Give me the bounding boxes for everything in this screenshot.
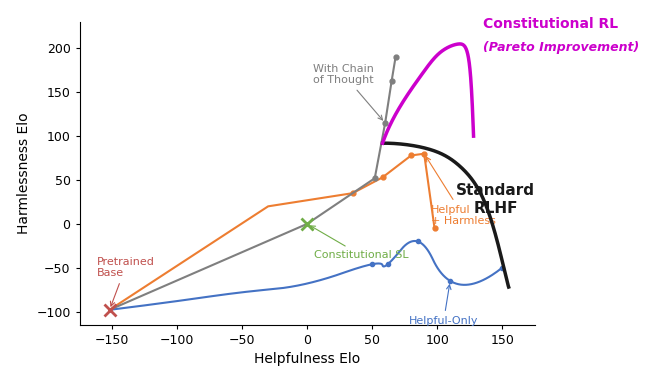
- Text: With Chain
of Thought: With Chain of Thought: [313, 64, 383, 120]
- Y-axis label: Harmlessness Elo: Harmlessness Elo: [17, 113, 31, 234]
- Text: Pretrained
Base: Pretrained Base: [97, 257, 155, 306]
- Text: Helpful
+ Harmless: Helpful + Harmless: [426, 157, 495, 226]
- Text: Standard
RLHF: Standard RLHF: [456, 183, 535, 216]
- X-axis label: Helpfulness Elo: Helpfulness Elo: [254, 352, 360, 366]
- Text: Constitutional RL: Constitutional RL: [483, 17, 618, 31]
- Text: Helpful-Only: Helpful-Only: [409, 285, 478, 326]
- Text: (Pareto Improvement): (Pareto Improvement): [483, 41, 639, 54]
- Text: Constitutional SL: Constitutional SL: [311, 226, 408, 260]
